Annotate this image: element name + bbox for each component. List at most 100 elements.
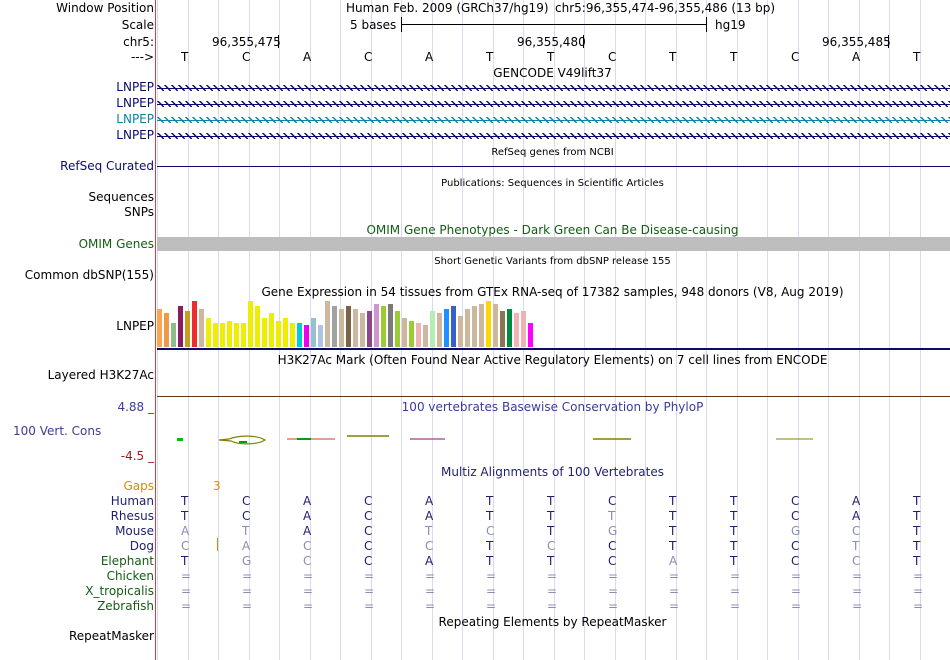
gtex-tissue-bar[interactable]: [437, 313, 442, 347]
repeatmasker-label[interactable]: RepeatMasker: [68, 629, 154, 643]
gtex-tissue-bar[interactable]: [304, 325, 309, 347]
gtex-tissue-bar[interactable]: [255, 306, 260, 347]
refseq-gene-line[interactable]: [157, 166, 950, 167]
gtex-tissue-bar[interactable]: [332, 306, 337, 347]
multiz-species-label[interactable]: Rhesus: [110, 509, 154, 523]
gtex-tissue-bar[interactable]: [353, 309, 358, 347]
multiz-base: =: [486, 569, 497, 583]
gtex-tissue-bar[interactable]: [472, 306, 477, 347]
gencode-gene-label[interactable]: LNPEP: [116, 128, 154, 142]
gtex-tissue-bar[interactable]: [213, 323, 218, 347]
gencode-transcript[interactable]: [157, 101, 950, 107]
gtex-tissue-bar[interactable]: [367, 311, 372, 347]
h3k27ac-title[interactable]: H3K27Ac Mark (Often Found Near Active Re…: [277, 353, 828, 367]
gtex-tissue-bar[interactable]: [339, 309, 344, 347]
gencode-transcript[interactable]: [157, 117, 950, 123]
gtex-tissue-bar[interactable]: [199, 309, 204, 347]
sequences-label[interactable]: Sequences: [88, 190, 154, 204]
gtex-tissue-bar[interactable]: [227, 321, 232, 347]
publications-title[interactable]: Publications: Sequences in Scientific Ar…: [441, 178, 664, 189]
gencode-gene-label[interactable]: LNPEP: [116, 96, 154, 110]
gtex-tissue-bar[interactable]: [206, 318, 211, 347]
multiz-base: C: [425, 539, 434, 553]
phylop-title[interactable]: 100 vertebrates Basewise Conservation by…: [401, 400, 704, 414]
gencode-transcript[interactable]: [157, 85, 950, 91]
gtex-tissue-bar[interactable]: [458, 316, 463, 347]
gtex-tissue-bar[interactable]: [402, 318, 407, 347]
gtex-tissue-bar[interactable]: [262, 318, 267, 347]
gtex-tissue-bar[interactable]: [178, 306, 183, 347]
gencode-gene-label[interactable]: LNPEP: [116, 80, 154, 94]
gtex-tissue-bar[interactable]: [164, 313, 169, 347]
gtex-tissue-bar[interactable]: [311, 318, 316, 347]
gtex-tissue-bar[interactable]: [528, 323, 533, 347]
gtex-tissue-bar[interactable]: [248, 301, 253, 347]
gtex-tissue-bar[interactable]: [297, 323, 302, 347]
gtex-tissue-bar[interactable]: [486, 301, 491, 347]
gtex-tissue-bar[interactable]: [325, 301, 330, 347]
gtex-tissue-bar[interactable]: [514, 313, 519, 347]
gtex-tissue-bar[interactable]: [360, 313, 365, 347]
gencode-gene-label[interactable]: LNPEP: [116, 112, 154, 126]
phylop-signal[interactable]: [157, 432, 950, 450]
phylop-label[interactable]: 100 Vert. Cons: [13, 424, 102, 438]
gtex-tissue-bar[interactable]: [374, 304, 379, 347]
gtex-tissue-bar[interactable]: [416, 323, 421, 347]
gtex-bar-chart[interactable]: [157, 299, 537, 347]
gencode-title[interactable]: GENCODE V49lift37: [493, 66, 612, 80]
refseq-label[interactable]: RefSeq Curated: [60, 159, 154, 173]
snps-label[interactable]: SNPs: [124, 205, 154, 219]
gencode-transcript[interactable]: [157, 133, 950, 139]
gtex-tissue-bar[interactable]: [276, 321, 281, 347]
gtex-tissue-bar[interactable]: [381, 306, 386, 347]
window-position-text[interactable]: chr5:96,355,474-96,355,486 (13 bp): [555, 1, 776, 15]
multiz-base: T: [242, 524, 250, 538]
gtex-tissue-bar[interactable]: [409, 321, 414, 347]
gtex-tissue-bar[interactable]: [318, 325, 323, 347]
gtex-tissue-bar[interactable]: [507, 309, 512, 347]
gtex-tissue-bar[interactable]: [192, 301, 197, 347]
multiz-species-label[interactable]: Chicken: [106, 569, 154, 583]
gtex-tissue-bar[interactable]: [451, 306, 456, 347]
gtex-tissue-bar[interactable]: [171, 323, 176, 347]
refseq-title[interactable]: RefSeq genes from NCBI: [491, 147, 614, 158]
gtex-tissue-bar[interactable]: [234, 323, 239, 347]
gtex-tissue-bar[interactable]: [185, 311, 190, 347]
gtex-tissue-bar[interactable]: [388, 304, 393, 347]
gaps-label[interactable]: Gaps: [123, 479, 154, 493]
multiz-base: T: [486, 509, 494, 523]
gtex-tissue-bar[interactable]: [493, 304, 498, 347]
gtex-tissue-bar[interactable]: [241, 323, 246, 347]
h3k27ac-label[interactable]: Layered H3K27Ac: [47, 368, 154, 382]
gtex-tissue-bar[interactable]: [220, 323, 225, 347]
gtex-tissue-bar[interactable]: [500, 311, 505, 347]
gtex-gene-label[interactable]: LNPEP: [116, 319, 154, 333]
repeatmasker-title[interactable]: Repeating Elements by RepeatMasker: [438, 615, 667, 629]
omim-label[interactable]: OMIM Genes: [78, 237, 154, 251]
gtex-tissue-bar[interactable]: [395, 311, 400, 347]
dbsnp-title[interactable]: Short Genetic Variants from dbSNP releas…: [434, 256, 671, 267]
gtex-tissue-bar[interactable]: [269, 313, 274, 347]
omim-title[interactable]: OMIM Gene Phenotypes - Dark Green Can Be…: [366, 223, 739, 237]
gtex-tissue-bar[interactable]: [423, 325, 428, 347]
gtex-tissue-bar[interactable]: [521, 311, 526, 347]
gtex-tissue-bar[interactable]: [465, 309, 470, 347]
gtex-title[interactable]: Gene Expression in 54 tissues from GTEx …: [261, 285, 844, 299]
gtex-tissue-bar[interactable]: [444, 309, 449, 347]
multiz-title[interactable]: Multiz Alignments of 100 Vertebrates: [440, 465, 665, 479]
multiz-species-label[interactable]: Dog: [129, 539, 154, 553]
assembly-name[interactable]: Human Feb. 2009 (GRCh37/hg19): [346, 1, 549, 15]
multiz-species-label[interactable]: Mouse: [115, 524, 154, 538]
multiz-species-label[interactable]: X_tropicalis: [85, 584, 154, 598]
dbsnp-label[interactable]: Common dbSNP(155): [24, 268, 154, 282]
gtex-tissue-bar[interactable]: [157, 309, 162, 347]
multiz-species-label[interactable]: Elephant: [100, 554, 154, 568]
gtex-tissue-bar[interactable]: [430, 311, 435, 347]
multiz-species-label[interactable]: Human: [110, 494, 154, 508]
gtex-tissue-bar[interactable]: [283, 318, 288, 347]
gtex-tissue-bar[interactable]: [479, 304, 484, 347]
gtex-tissue-bar[interactable]: [346, 306, 351, 347]
multiz-species-label[interactable]: Zebrafish: [97, 599, 154, 613]
omim-phenotype-bar[interactable]: [157, 237, 950, 251]
gtex-tissue-bar[interactable]: [290, 323, 295, 347]
